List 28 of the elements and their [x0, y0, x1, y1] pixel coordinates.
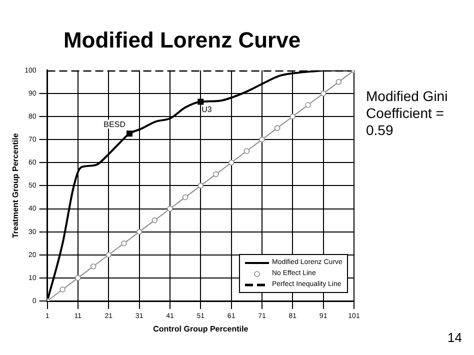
point: [75, 275, 81, 281]
point: [274, 125, 280, 131]
text: 14: [448, 330, 462, 345]
point: [213, 171, 219, 178]
point: [320, 90, 326, 96]
chart-title: Modified Lorenz Curve: [63, 27, 301, 52]
point: [259, 136, 265, 142]
point: [167, 206, 173, 212]
point: [290, 114, 296, 120]
point: [90, 264, 96, 270]
point: [228, 160, 234, 166]
point: [121, 240, 127, 246]
text: Modified Gini Coefficient = 0.59: [366, 88, 449, 139]
point: [305, 102, 311, 108]
point: [126, 130, 132, 137]
annotation: BESD: [104, 120, 126, 129]
point: [106, 252, 112, 258]
point: [198, 98, 204, 105]
x-axis-title: Control Group Percentile: [153, 324, 249, 334]
annotation: U3: [202, 104, 212, 114]
point: [182, 194, 188, 200]
point: [198, 182, 204, 189]
point: [136, 228, 142, 235]
point: [244, 148, 250, 154]
point: [60, 286, 66, 292]
y-axis-title: Treatment Group Percentile: [11, 132, 20, 238]
point: [152, 217, 158, 224]
point: [336, 79, 342, 85]
